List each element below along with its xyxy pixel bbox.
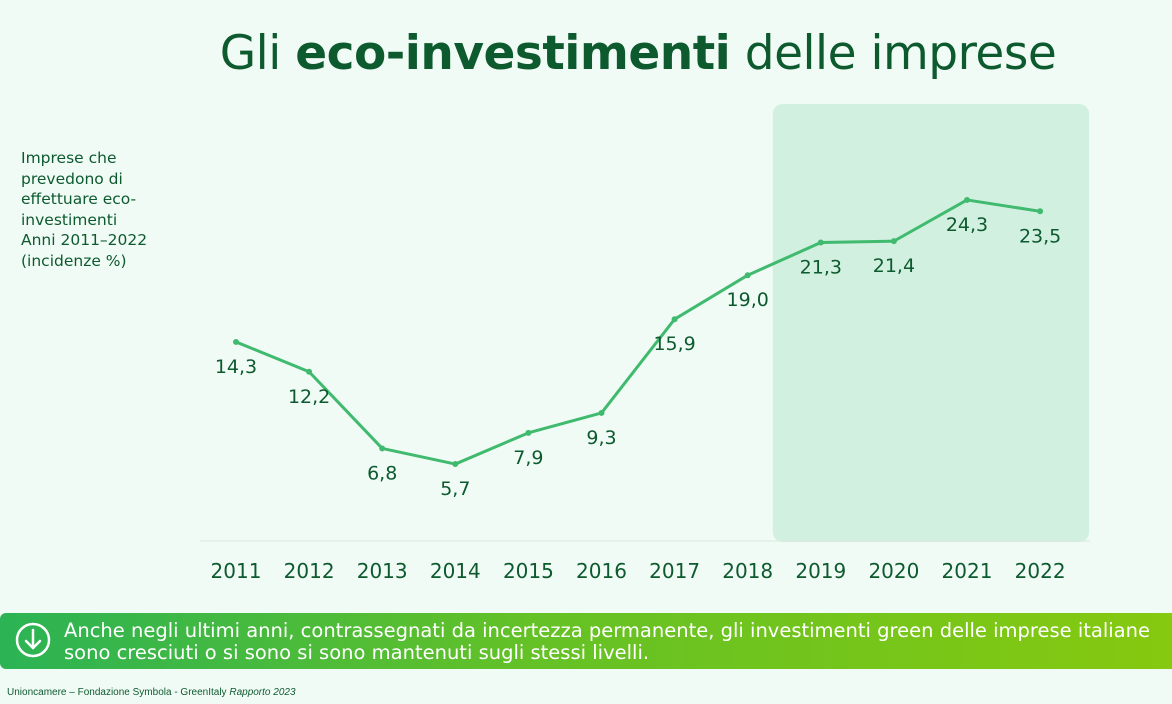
x-tick-label: 2015 bbox=[503, 559, 554, 583]
summary-banner: Anche negli ultimi anni, contrassegnati … bbox=[0, 613, 1172, 669]
x-tick-label: 2016 bbox=[576, 559, 627, 583]
highlight-band bbox=[772, 104, 1090, 542]
x-tick-label: 2014 bbox=[430, 559, 481, 583]
data-point bbox=[671, 316, 678, 323]
description-line: Imprese che prevedono di effettuare eco-… bbox=[21, 149, 137, 229]
x-tick-label: 2011 bbox=[211, 559, 262, 583]
title-bold: eco-investimenti bbox=[295, 26, 731, 81]
title-prefix: Gli bbox=[219, 26, 296, 81]
data-point bbox=[306, 368, 313, 375]
data-label: 15,9 bbox=[653, 333, 695, 355]
x-tick-label: 2022 bbox=[1015, 559, 1066, 583]
data-label: 6,8 bbox=[367, 462, 397, 484]
x-tick-label: 2020 bbox=[868, 559, 919, 583]
data-label: 7,9 bbox=[513, 447, 543, 469]
data-label: 24,3 bbox=[946, 214, 988, 236]
x-tick-label: 2021 bbox=[942, 559, 993, 583]
data-point bbox=[817, 239, 824, 246]
data-label: 9,3 bbox=[586, 427, 616, 449]
data-point bbox=[964, 196, 970, 203]
source-italic: Rapporto 2023 bbox=[229, 687, 296, 698]
data-label: 21,4 bbox=[873, 255, 915, 277]
data-label: 5,7 bbox=[440, 478, 470, 500]
series-line bbox=[234, 198, 1042, 466]
data-point bbox=[233, 338, 239, 345]
banner-text: Anche negli ultimi anni, contrassegnati … bbox=[64, 619, 1150, 664]
data-label: 21,3 bbox=[800, 257, 842, 279]
description-years: Anni 2011–2022 bbox=[21, 231, 148, 249]
description-unit: (incidenze %) bbox=[21, 251, 127, 270]
data-point bbox=[379, 445, 386, 452]
x-tick-label: 2012 bbox=[284, 559, 335, 583]
x-tick-label: 2018 bbox=[722, 559, 773, 583]
arrow-down-circle-icon bbox=[15, 622, 51, 658]
data-label: 14,3 bbox=[215, 356, 257, 378]
x-tick-label: 2017 bbox=[649, 559, 700, 583]
data-label: 12,2 bbox=[288, 386, 330, 408]
title-suffix: delle imprese bbox=[730, 26, 1057, 81]
data-label: 19,0 bbox=[727, 289, 769, 311]
chart-title: Gli eco-investimenti delle imprese bbox=[0, 26, 1172, 81]
data-point bbox=[452, 461, 459, 468]
source-note: Unioncamere – Fondazione Symbola - Green… bbox=[7, 687, 296, 698]
x-tick-label: 2013 bbox=[357, 559, 408, 583]
data-point bbox=[525, 429, 532, 436]
source-main: Unioncamere – Fondazione Symbola - Green… bbox=[7, 687, 230, 698]
data-point bbox=[1037, 208, 1044, 215]
data-point bbox=[744, 272, 751, 279]
data-label: 23,5 bbox=[1019, 225, 1061, 247]
data-point bbox=[598, 409, 605, 416]
line-chart: 14,3 12,2 6,8 5,7 7,9 9,3 15,9 19,0 21,3 21,4 24,3… bbox=[200, 104, 1090, 583]
chart-description: Imprese che prevedono di effettuare eco-… bbox=[21, 148, 171, 271]
x-tick-label: 2019 bbox=[795, 559, 846, 583]
data-point bbox=[890, 238, 897, 245]
